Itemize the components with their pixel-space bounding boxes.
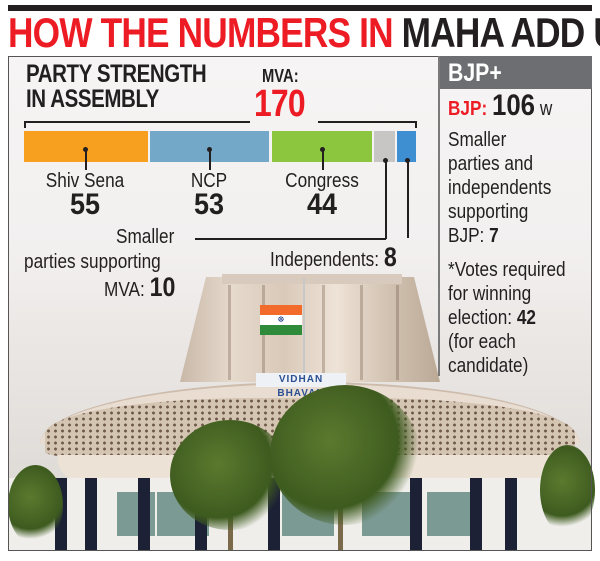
pillar: [505, 478, 517, 551]
party-name-shiv-sena: Shiv Sena: [45, 170, 125, 192]
tower-rib: [322, 285, 325, 380]
note-line: (for each: [448, 331, 516, 353]
bracket-line-left: [24, 121, 250, 123]
building-tower: [180, 277, 440, 382]
bar-segment-independents: [397, 131, 416, 162]
leader-dot: [207, 147, 212, 152]
party-seats-congress: 44: [306, 188, 338, 221]
smaller-parties-line1: Smaller: [116, 226, 175, 248]
bjp-support-line: parties and: [448, 153, 534, 175]
bjp-support-line: Smaller: [448, 129, 507, 151]
smaller-parties-mva-label: MVA:: [104, 279, 145, 301]
bjp-support-line: independents: [448, 177, 552, 199]
party-name-ncp: NCP: [190, 170, 228, 192]
leader-line: [85, 150, 87, 170]
bjp-seats-value: 106: [491, 89, 536, 122]
party-seats-ncp: 53: [193, 188, 225, 221]
bracket-tick-left: [24, 121, 26, 128]
mva-total: 170: [254, 83, 306, 125]
palm-tree: [270, 385, 420, 525]
palm-tree: [170, 420, 290, 530]
indian-flag-icon: ☸: [260, 305, 302, 335]
flagpole: [303, 278, 305, 373]
note-line: *Votes required: [448, 259, 566, 281]
chart-title-line1: PARTY STRENGTH: [26, 60, 207, 88]
leader-dot: [83, 147, 88, 152]
independents-label: Independents: 8: [270, 242, 397, 273]
note-election-label: election:: [448, 307, 513, 329]
palm-tree: [540, 445, 595, 535]
leader-line: [209, 150, 211, 170]
pillar: [138, 478, 150, 551]
headline-black: MAHA ADD UP: [401, 9, 600, 56]
leader-line: [385, 160, 387, 239]
pillar: [85, 478, 97, 551]
pillar: [470, 478, 482, 551]
palm-tree: [8, 465, 63, 545]
note-election-line: election: 42: [448, 306, 536, 330]
leader-line: [195, 238, 386, 240]
bjp-plus-header: BJP+: [440, 56, 592, 89]
tower-rib: [228, 285, 231, 380]
bjp-support-line: supporting: [448, 201, 529, 223]
top-rule: [8, 5, 592, 11]
smaller-parties-value: 10: [149, 272, 176, 302]
mva-label: MVA:: [262, 66, 299, 86]
bjp-support-label: BJP:: [448, 225, 485, 247]
bar-segment-smaller-parties: [374, 131, 395, 162]
note-line: candidate): [448, 355, 529, 377]
bjp-label: BJP:: [448, 98, 488, 120]
bjp-plus-header-text: BJP+: [448, 59, 502, 87]
headline: HOW THE NUMBERS IN MAHA ADD UP: [8, 9, 600, 56]
chart-title: PARTY STRENGTH IN ASSEMBLY: [26, 60, 207, 113]
leader-line: [322, 150, 324, 170]
party-seats-shiv-sena: 55: [69, 188, 101, 221]
headline-red: HOW THE NUMBERS IN: [8, 9, 394, 56]
tower-rib: [396, 285, 399, 380]
independents-value: 8: [383, 242, 397, 272]
leader-line: [407, 160, 409, 238]
smaller-parties-line2: parties supporting: [24, 251, 161, 273]
smaller-parties-line3: MVA: 10: [104, 272, 175, 303]
bracket-tick-right: [415, 121, 417, 128]
building-sign: VIDHAN BHAVAN: [256, 373, 346, 399]
pillar: [410, 478, 422, 551]
note-line: for winning: [448, 283, 532, 305]
chart-title-line2: IN ASSEMBLY: [26, 85, 159, 113]
bjp-support-value-line: BJP: 7: [448, 224, 499, 248]
tower-rib: [360, 285, 363, 380]
independents-text: Independents:: [270, 249, 380, 271]
bjp-support-value: 7: [489, 225, 499, 247]
note-election-value: 42: [516, 307, 536, 329]
bjp-suffix: w: [539, 98, 553, 120]
bracket-line-right: [318, 121, 416, 123]
building-tower-cap: [222, 274, 402, 284]
panel-divider: [438, 56, 440, 376]
party-name-congress: Congress: [285, 170, 359, 192]
leader-dot: [320, 147, 325, 152]
bjp-seats-line: BJP: 106 w: [448, 91, 553, 121]
